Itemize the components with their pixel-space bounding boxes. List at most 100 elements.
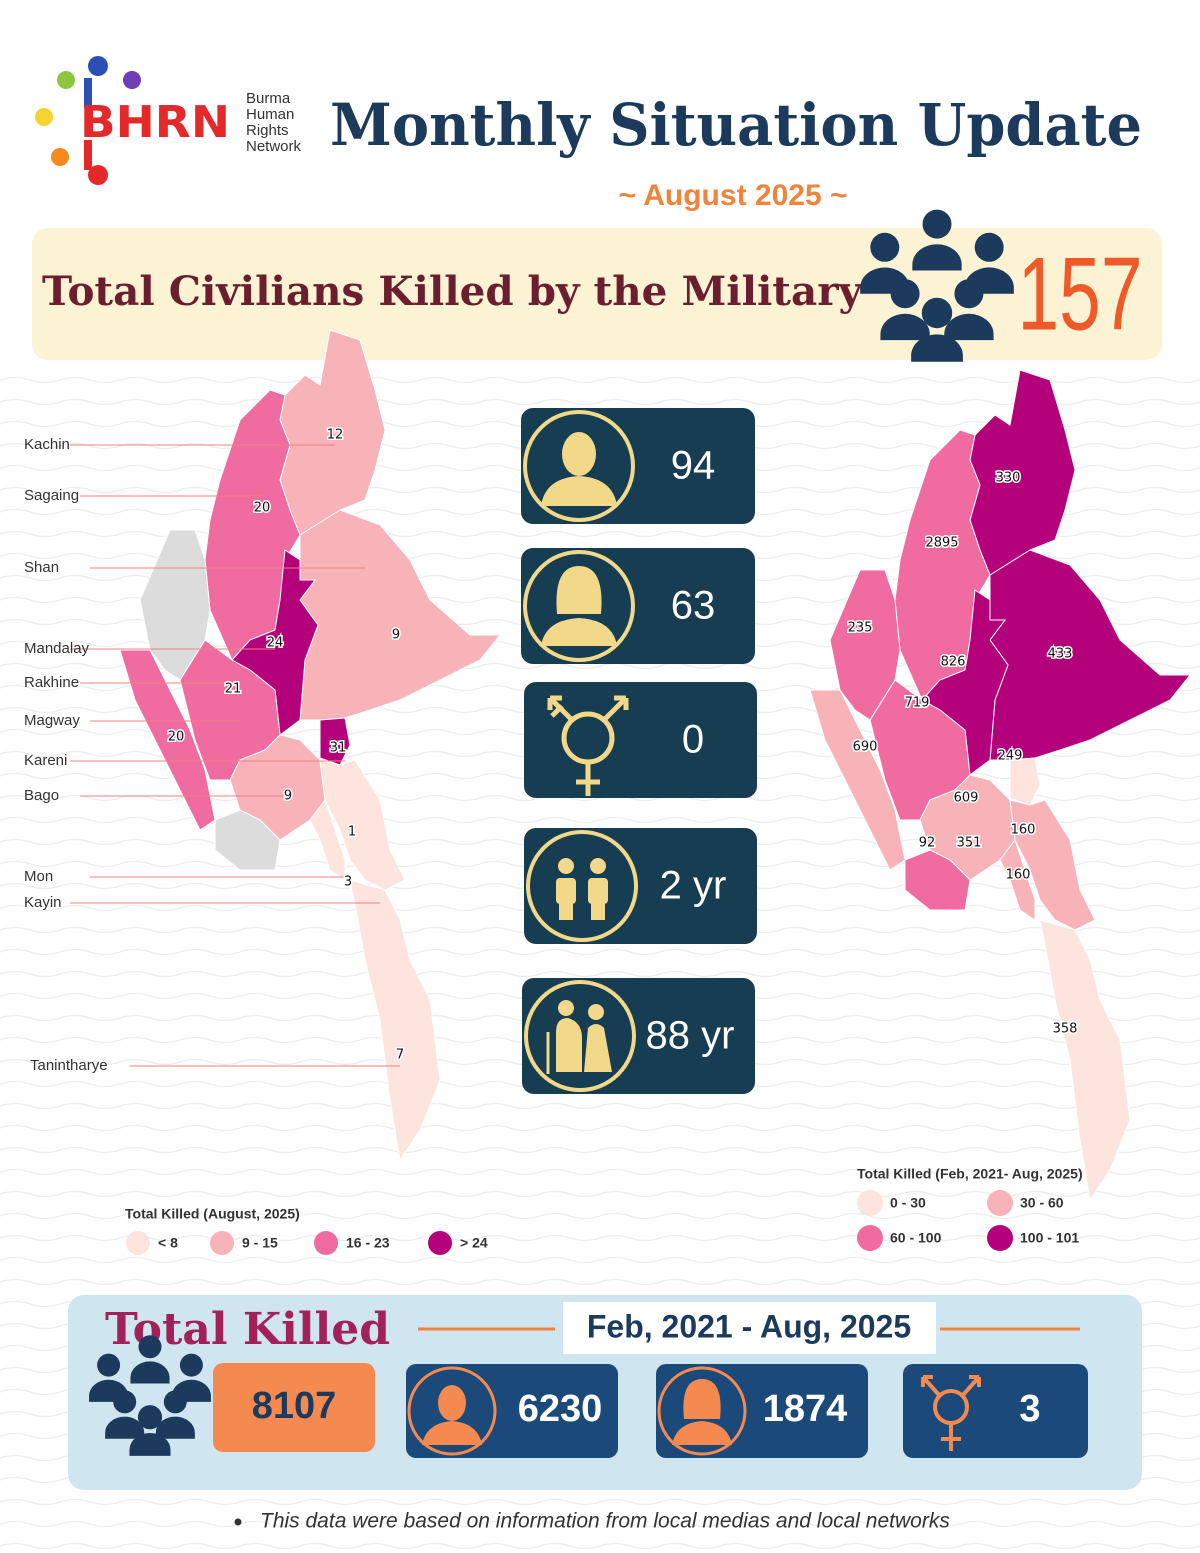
- icon: [683, 1379, 721, 1419]
- body: [880, 313, 930, 341]
- icon-ring: [523, 410, 635, 522]
- period-box: [563, 1302, 936, 1354]
- legend-swatch: [314, 1231, 338, 1255]
- body: [944, 313, 994, 341]
- region-value: 330: [996, 471, 1021, 486]
- wave: [0, 1212, 1200, 1220]
- region-value: 92: [919, 836, 936, 851]
- icon: [541, 618, 617, 646]
- banner: [32, 228, 1162, 360]
- legend-label: > 24: [460, 1235, 488, 1251]
- region-value: 24: [267, 636, 284, 651]
- stat-value: 88 yr: [646, 1014, 735, 1058]
- icon: [541, 476, 617, 506]
- body: [912, 244, 962, 271]
- region: [1009, 757, 1041, 806]
- wave: [0, 1256, 1200, 1264]
- total-box: [213, 1363, 375, 1452]
- region-value: 235: [848, 621, 873, 636]
- icon: [547, 695, 629, 796]
- legend-swatch: [210, 1231, 234, 1255]
- region-value: 690: [853, 740, 878, 755]
- legend-label: 16 - 23: [346, 1235, 390, 1251]
- legend-swatch: [987, 1190, 1013, 1216]
- region: [299, 509, 502, 721]
- region-value: 160: [1006, 868, 1031, 883]
- head: [179, 1353, 203, 1377]
- region: [969, 369, 1076, 581]
- icon: [588, 1004, 604, 1020]
- head: [113, 1390, 137, 1414]
- region-value: 358: [1053, 1022, 1078, 1037]
- region-value: 20: [254, 501, 271, 516]
- icon-ring: [526, 830, 638, 942]
- icon: [422, 1421, 482, 1445]
- region: [319, 759, 406, 891]
- region-value: 1: [348, 825, 356, 840]
- stat-value: 63: [671, 584, 716, 628]
- region-name: Mon: [24, 868, 53, 885]
- period: Feb, 2021 - Aug, 2025: [587, 1308, 911, 1344]
- icon: [590, 858, 606, 874]
- icon: [438, 1385, 466, 1421]
- legend-label: 9 - 15: [242, 1235, 278, 1251]
- people-icon: [89, 1335, 211, 1456]
- wave: [0, 970, 1200, 978]
- icon: [558, 858, 574, 874]
- icon: [558, 1000, 574, 1016]
- region-value: 249: [998, 749, 1023, 764]
- icon: [591, 904, 605, 920]
- region: [214, 809, 281, 871]
- wave: [0, 376, 1200, 384]
- body: [155, 1416, 195, 1439]
- wave: [0, 1124, 1200, 1132]
- head: [137, 1405, 163, 1430]
- footnote: This data were based on information from…: [260, 1510, 950, 1533]
- icon: [559, 904, 573, 920]
- icon: [672, 1421, 732, 1445]
- stat-card: [521, 408, 755, 524]
- head: [138, 1335, 162, 1359]
- stat-value: 94: [671, 444, 716, 488]
- head: [974, 232, 1004, 262]
- legend-label: 0 - 30: [890, 1195, 926, 1211]
- region-value: 3: [344, 875, 352, 890]
- stat-card: [524, 828, 757, 944]
- region-value: 2895: [925, 536, 958, 551]
- logo-abbr: BHRN: [80, 97, 230, 148]
- head: [954, 279, 984, 309]
- region-name: Sagaing: [24, 487, 79, 504]
- region-value: 31: [330, 741, 347, 756]
- total-value: 1874: [763, 1388, 848, 1430]
- logo-name: Network: [246, 138, 302, 155]
- region-name: Magway: [24, 712, 80, 729]
- icon: [588, 878, 608, 904]
- region-name: Kachin: [24, 436, 70, 453]
- region: [309, 798, 346, 881]
- region-value: 7: [396, 1048, 404, 1063]
- region-name: Bago: [24, 787, 59, 804]
- legend-label: 30 - 60: [1020, 1195, 1064, 1211]
- banner-total: 157: [1018, 236, 1143, 352]
- people-icon: [860, 209, 1014, 362]
- legend-title: Total Killed (Feb, 2021- Aug, 2025): [857, 1166, 1083, 1182]
- region-value: 21: [225, 682, 242, 697]
- region-name: Shan: [24, 559, 59, 576]
- cumulative-map: 330 2895 235 826 433 719 690 249 609 160 92 351 160 3…: [809, 369, 1192, 1251]
- wave: [0, 398, 1200, 406]
- wave: [0, 1498, 1200, 1506]
- banner-title: Total Civilians Killed by the Military: [42, 268, 864, 315]
- logo-name: Burma: [246, 90, 291, 107]
- icon-ring: [407, 1366, 497, 1456]
- body: [105, 1416, 145, 1439]
- region: [904, 849, 971, 911]
- region: [1039, 919, 1131, 1202]
- legend-title: Total Killed (August, 2025): [125, 1206, 300, 1222]
- region: [319, 717, 351, 766]
- legend-label: 100 - 101: [1020, 1230, 1079, 1246]
- region-value: 20: [168, 730, 185, 745]
- logo-name: Rights: [246, 122, 289, 139]
- legend-label: < 8: [158, 1235, 178, 1251]
- bullet: [234, 1518, 242, 1526]
- wave: [0, 1520, 1200, 1528]
